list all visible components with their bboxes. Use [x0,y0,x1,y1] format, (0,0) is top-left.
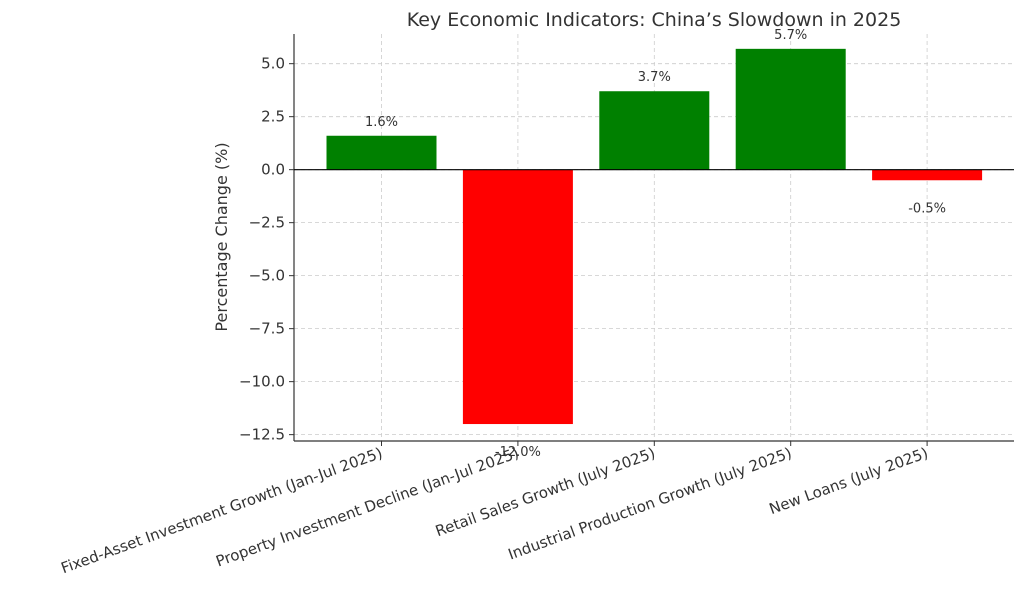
bar [462,169,573,425]
data-label: 1.6% [365,115,398,130]
x-tick-label: Retail Sales Growth (July 2025) [433,444,658,540]
bar [872,169,983,181]
x-ticks-layer: Fixed-Asset Investment Growth (Jan-Jul 2… [59,441,930,577]
y-tick-label: 5.0 [261,55,285,73]
data-label: -0.5% [908,201,946,216]
y-tick-label: −10.0 [239,373,285,391]
y-tick-label: 0.0 [261,161,285,179]
data-label: 5.7% [774,28,807,43]
data-label: 3.7% [638,70,671,85]
y-tick-label: −7.5 [249,320,285,338]
chart-title: Key Economic Indicators: China’s Slowdow… [407,9,902,31]
y-axis-title: Percentage Change (%) [212,142,231,331]
y-ticks-layer: 5.0 2.5 0.0 −2.5 −5.0 −7.5 −10.0 −12.5 [239,55,294,444]
bar [599,91,710,170]
data-labels-layer: 1.6% -12.0% 3.7% 5.7% -0.5% [365,28,946,460]
y-tick-label: −5.0 [249,267,285,285]
y-tick-label: −12.5 [239,426,285,444]
bar [326,135,437,170]
y-tick-label: −2.5 [249,214,285,232]
bars-layer [326,48,983,425]
data-label: -12.0% [495,445,541,460]
bar [735,48,846,170]
y-tick-label: 2.5 [261,108,285,126]
